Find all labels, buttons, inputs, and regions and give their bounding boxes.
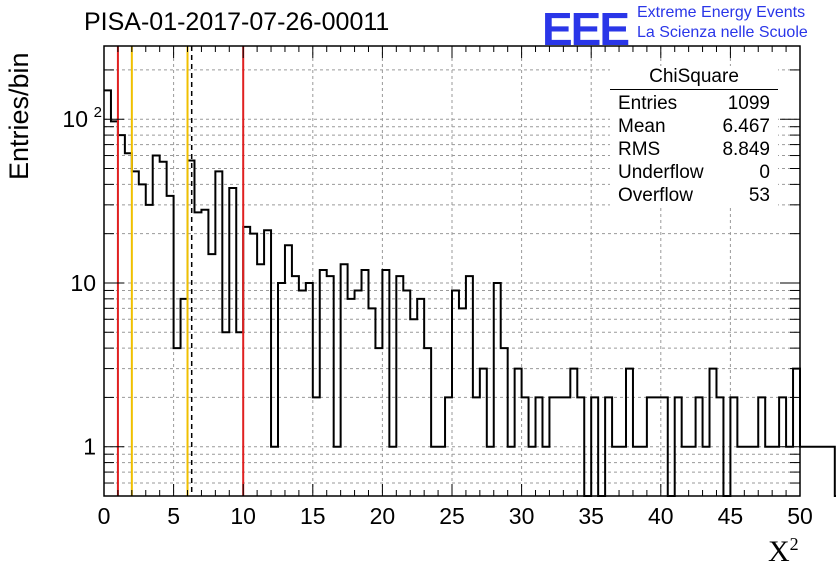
x-tick-label: 30 bbox=[509, 503, 535, 529]
y-tick-label: 10 bbox=[70, 270, 96, 296]
stats-label: Overflow bbox=[618, 185, 693, 206]
tick-labels: 0 5 10 15 20 25 30 35 40 45 50 1 10 10 2 bbox=[62, 104, 812, 529]
stats-value: 6.467 bbox=[722, 116, 770, 137]
axis-ticks bbox=[103, 46, 801, 497]
stats-row: Overflow 53 bbox=[610, 184, 778, 207]
stats-row: Mean 6.467 bbox=[610, 115, 778, 138]
x-tick-label: 5 bbox=[167, 503, 180, 529]
stats-label: RMS bbox=[618, 139, 661, 160]
stats-box: ChiSquare Entries 1099 Mean 6.467 RMS 8.849… bbox=[610, 66, 778, 207]
x-tick-label: 10 bbox=[230, 503, 256, 529]
chart-title: PISA-01-2017-07-26-00011 bbox=[84, 8, 390, 36]
x-axis-label: X2 bbox=[768, 534, 799, 569]
logo-line-2: La Scienza nelle Scuole bbox=[637, 24, 808, 41]
stats-value: 0 bbox=[759, 162, 770, 183]
stats-label: Mean bbox=[618, 116, 666, 137]
x-tick-label: 0 bbox=[98, 503, 111, 529]
x-tick-label: 20 bbox=[370, 503, 396, 529]
x-tick-label: 25 bbox=[439, 503, 465, 529]
logo-line-1: Extreme Energy Events bbox=[637, 4, 806, 21]
x-tick-label: 15 bbox=[300, 503, 326, 529]
stats-row: Underflow 0 bbox=[610, 161, 778, 184]
stats-label: Entries bbox=[618, 93, 678, 114]
stats-value: 53 bbox=[748, 185, 770, 206]
y-tick-label-sup: 2 bbox=[94, 104, 102, 121]
stats-value: 8.849 bbox=[722, 139, 770, 160]
y-axis-label: Entries/bin bbox=[4, 52, 34, 180]
stats-row: RMS 8.849 bbox=[610, 138, 778, 161]
vertical-markers bbox=[116, 46, 245, 496]
x-axis-label-sup: 2 bbox=[789, 534, 799, 554]
x-tick-label: 40 bbox=[648, 503, 674, 529]
stats-value: 1099 bbox=[727, 93, 770, 114]
x-tick-label: 45 bbox=[718, 503, 744, 529]
eee-logo: EEE bbox=[542, 3, 630, 55]
x-tick-label: 50 bbox=[787, 503, 813, 529]
histogram-line bbox=[104, 89, 836, 497]
histogram-series bbox=[104, 89, 836, 497]
y-tick-label: 10 bbox=[62, 106, 88, 132]
y-tick-label: 1 bbox=[83, 434, 96, 460]
stats-label: Underflow bbox=[618, 162, 704, 183]
x-axis-label-text: X bbox=[768, 535, 790, 568]
x-tick-label: 35 bbox=[578, 503, 604, 529]
stats-title: ChiSquare bbox=[610, 66, 778, 90]
stats-row: Entries 1099 bbox=[610, 92, 778, 115]
